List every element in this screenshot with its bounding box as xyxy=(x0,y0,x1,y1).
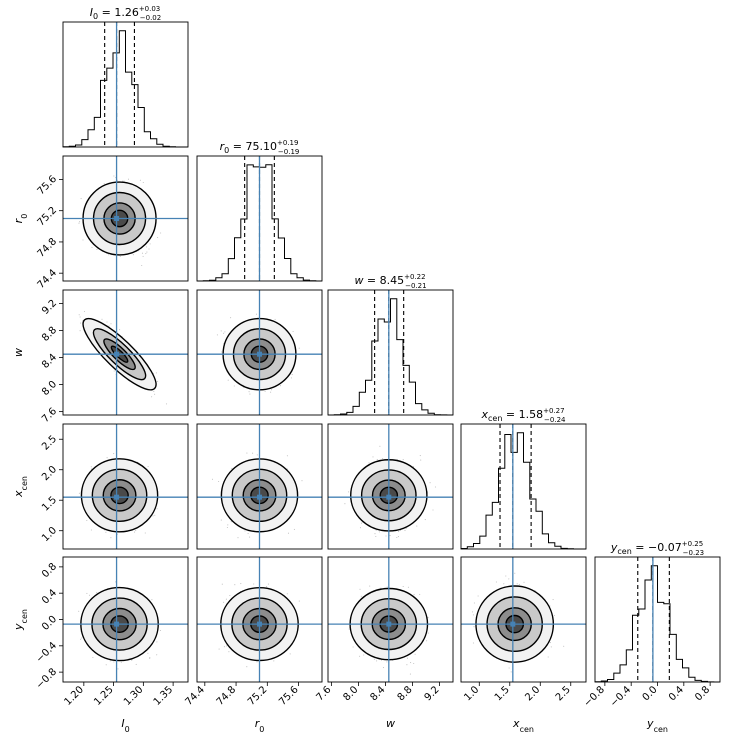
title-w: w = 8.45+0.22 −0.21 xyxy=(354,273,426,290)
panel-xcen-vs-ycen: 1.0 1.5 2.0 2.5 xcen xyxy=(460,556,587,734)
hist-panel-xcen: xcen = 1.58+0.27 −0.24 xyxy=(460,407,587,550)
panel-I0-vs-w: 7.6 8.0 8.4 8.8 9.2 w xyxy=(12,289,189,425)
ytick-label-ycen: −0.8 xyxy=(34,666,59,691)
ytick-label-xcen: 2.0 xyxy=(40,464,59,483)
xtick-label-r0: 74.4 xyxy=(183,684,207,708)
truth-marker xyxy=(257,494,262,500)
xlabel-r0: r0 xyxy=(255,717,265,734)
hist-panel-r0: r0 = 75.10+0.19 −0.19 xyxy=(196,139,323,282)
truth-marker xyxy=(386,494,392,500)
panel-frame xyxy=(62,423,189,550)
histogram-I0 xyxy=(62,30,188,148)
title-xcen: xcen = 1.58+0.27 −0.24 xyxy=(480,407,566,424)
xtick-label-ycen: −0.8 xyxy=(582,684,607,709)
xlabel-ycen: ycen xyxy=(646,717,668,734)
truth-marker xyxy=(257,621,262,627)
hist-panel-ycen: ycen = −0.07+0.25 −0.23 −0.8 −0.4 0.0 0.4 0.8 y… xyxy=(582,540,721,734)
title-ycen: ycen = −0.07+0.25 −0.23 xyxy=(610,540,704,557)
ytick-label-xcen: 1.0 xyxy=(40,525,59,544)
hist-panel-w: w = 8.45+0.22 −0.21 xyxy=(327,273,454,416)
xtick-label-I0: 1.20 xyxy=(62,684,86,708)
truth-marker xyxy=(114,216,120,221)
ytick-label-w: 7.6 xyxy=(40,406,59,425)
panel-frame xyxy=(327,556,454,683)
panel-frame xyxy=(196,289,323,416)
xtick-label-ycen: 0.8 xyxy=(693,684,712,703)
panel-frame xyxy=(62,289,189,416)
xtick-label-xcen: 1.5 xyxy=(493,684,512,703)
panel-w-vs-xcen xyxy=(327,423,454,550)
ytick-label-r0: 75.2 xyxy=(36,205,60,229)
panel-I0-vs-r0: 74.4 74.8 75.2 75.6 r0 xyxy=(12,155,189,292)
xtick-label-xcen: 2.0 xyxy=(523,684,542,703)
panel-w-vs-ycen: 7.6 8.0 8.4 8.8 9.2 w xyxy=(314,556,454,730)
xtick-label-r0: 75.6 xyxy=(277,684,301,708)
panel-frame xyxy=(196,155,323,282)
ytick-label-r0: 74.8 xyxy=(36,236,60,260)
xtick-label-w: 8.0 xyxy=(342,684,361,703)
ytick-label-w: 8.8 xyxy=(40,325,59,344)
ytick-label-ycen: −0.4 xyxy=(34,640,59,665)
title-r0: r0 = 75.10+0.19 −0.19 xyxy=(220,139,300,156)
xtick-label-I0: 1.25 xyxy=(92,684,116,708)
ytick-label-r0: 74.4 xyxy=(36,268,60,292)
truth-marker xyxy=(114,494,120,500)
histogram-xcen xyxy=(460,432,586,550)
histogram-ycen xyxy=(594,565,720,683)
ytick-label-ycen: 0.4 xyxy=(40,588,59,607)
truth-marker xyxy=(386,621,392,627)
histogram-w xyxy=(328,298,453,416)
xtick-label-w: 9.2 xyxy=(423,684,442,703)
ytick-label-w: 9.2 xyxy=(40,298,59,317)
ylabel-ycen: ycen xyxy=(12,609,29,631)
xtick-label-r0: 75.2 xyxy=(246,684,270,708)
panel-I0-vs-ycen: 1.20 1.25 1.30 1.35 I0 −0.8−0.4 0.0 0.4 0.8 ycen xyxy=(12,556,189,734)
ytick-label-xcen: 1.5 xyxy=(40,495,59,514)
panel-r0-vs-ycen: 74.4 74.8 75.2 75.6 r0 xyxy=(183,556,323,734)
xlabel-w: w xyxy=(386,717,395,730)
xtick-label-xcen: 2.5 xyxy=(554,684,573,703)
panel-r0-vs-xcen xyxy=(196,423,323,550)
xlabel-xcen: xcen xyxy=(512,717,534,734)
xtick-label-ycen: 0.4 xyxy=(667,684,686,703)
panel-I0-vs-xcen: 1.0 1.5 2.0 2.5 xcen xyxy=(12,423,189,550)
ytick-label-ycen: 0.0 xyxy=(40,614,59,633)
title-I0: I0 = 1.26+0.03 −0.02 xyxy=(90,5,161,22)
ytick-label-xcen: 2.5 xyxy=(40,434,59,453)
truth-marker xyxy=(114,351,120,357)
xlabel-I0: I0 xyxy=(121,717,129,734)
ytick-label-w: 8.0 xyxy=(40,379,59,398)
panel-frame xyxy=(62,155,189,282)
panel-frame xyxy=(327,423,454,550)
xtick-label-I0: 1.30 xyxy=(122,684,146,708)
hist-panel-I0: I0 = 1.26+0.03 −0.02 xyxy=(62,5,189,148)
ylabel-w: w xyxy=(12,348,25,357)
xtick-label-xcen: 1.0 xyxy=(462,684,481,703)
panel-frame xyxy=(196,423,323,550)
ytick-label-ycen: 0.8 xyxy=(40,561,59,580)
truth-marker xyxy=(114,621,120,627)
truth-marker xyxy=(257,351,262,357)
xtick-label-I0: 1.35 xyxy=(152,684,176,708)
xtick-label-w: 8.8 xyxy=(396,684,415,703)
panel-r0-vs-w xyxy=(196,289,323,416)
ytick-label-w: 8.4 xyxy=(40,352,59,371)
ytick-label-r0: 75.6 xyxy=(36,174,60,198)
xtick-label-w: 7.6 xyxy=(314,684,333,703)
xtick-label-w: 8.4 xyxy=(369,684,388,703)
truth-marker xyxy=(510,621,516,627)
xtick-label-r0: 74.8 xyxy=(215,684,239,708)
panel-frame xyxy=(460,556,587,683)
panel-frame xyxy=(62,21,189,148)
ylabel-xcen: xcen xyxy=(12,476,29,498)
panel-frame xyxy=(460,423,587,550)
panel-frame xyxy=(327,289,454,416)
panel-frame xyxy=(196,556,323,683)
xtick-label-ycen: 0.0 xyxy=(641,684,660,703)
xtick-label-ycen: −0.4 xyxy=(608,684,633,709)
ylabel-r0: r0 xyxy=(12,214,29,224)
